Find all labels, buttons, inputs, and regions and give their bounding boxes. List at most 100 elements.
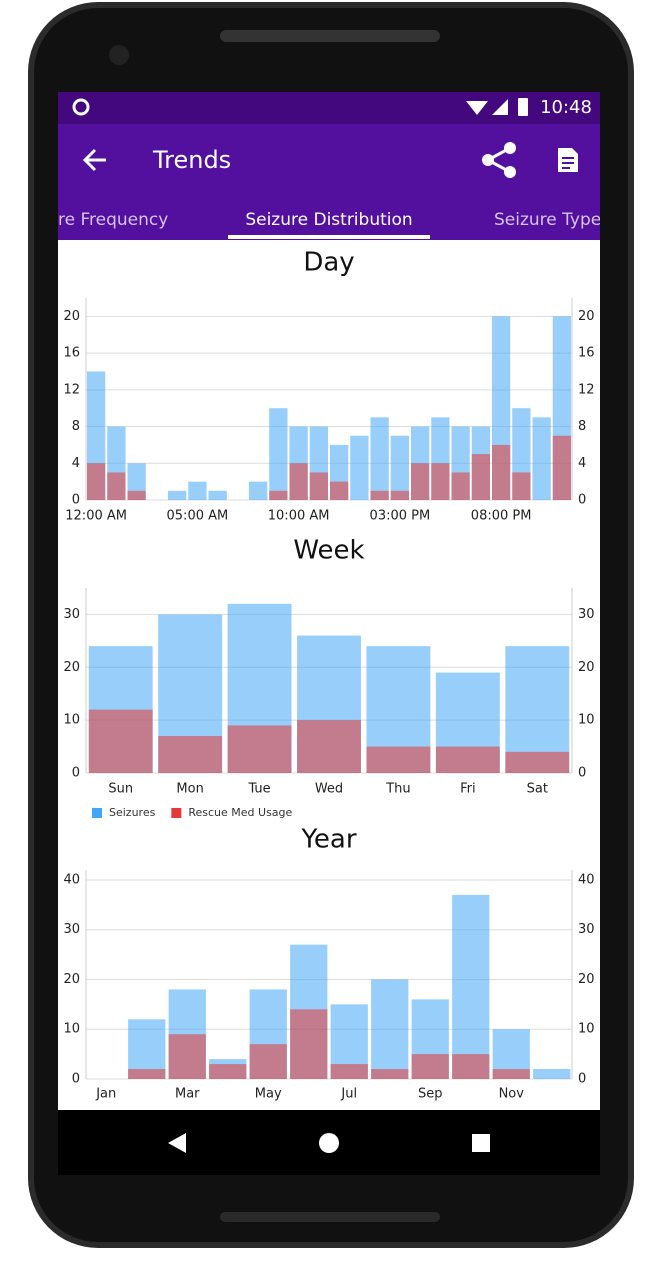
y2-tick-label: 16 <box>578 346 595 361</box>
y2-tick-label: 20 <box>578 972 595 987</box>
y-tick-label: 10 <box>63 1022 80 1037</box>
battery-icon <box>518 98 528 116</box>
nav-recents[interactable] <box>472 1134 490 1152</box>
x-tick-label: 05:00 AM <box>167 509 229 524</box>
share-button[interactable] <box>482 142 516 178</box>
bar <box>390 435 409 500</box>
y2-tick-label: 8 <box>578 419 586 434</box>
bar <box>330 481 349 500</box>
bar <box>435 746 500 773</box>
x-tick-label: Sun <box>108 782 133 797</box>
status-bar <box>58 92 600 124</box>
bar <box>249 1044 287 1079</box>
bar <box>269 408 288 500</box>
x-tick-label: 03:00 PM <box>370 509 431 524</box>
x-tick-label: Jan <box>95 1087 116 1102</box>
bar <box>471 454 490 500</box>
y2-tick-label: 20 <box>578 660 595 675</box>
chart-title: Year <box>300 825 356 855</box>
camera <box>109 45 129 65</box>
y2-tick-label: 30 <box>578 607 595 622</box>
y2-tick-label: 10 <box>578 1022 595 1037</box>
y-tick-label: 20 <box>63 309 80 324</box>
status-time: 10:48 <box>540 97 592 118</box>
bar <box>532 417 551 500</box>
bar <box>366 746 431 773</box>
nav-home[interactable] <box>319 1133 339 1153</box>
bar <box>289 463 308 500</box>
bar <box>269 490 288 500</box>
y-tick-label: 0 <box>72 493 80 508</box>
y-tick-label: 0 <box>72 766 80 781</box>
y-tick-label: 20 <box>63 972 80 987</box>
wifi-icon <box>466 101 488 115</box>
legend-label: Seizures <box>109 806 156 819</box>
x-tick-label: Sep <box>418 1087 443 1102</box>
report-button[interactable] <box>558 148 578 172</box>
tab-selected[interactable]: Seizure Distribution <box>245 210 412 230</box>
tab-indicator <box>228 235 430 239</box>
y-tick-label: 30 <box>63 607 80 622</box>
bar <box>297 720 361 773</box>
bar <box>227 725 292 773</box>
notification-icon <box>72 98 90 116</box>
charts: Day 0 0 4 4 8 8 12 12 16 16 20 20 12:00 AM 05:00 AM 10:… <box>63 248 594 1102</box>
back-button[interactable] <box>82 148 106 172</box>
y-tick-label: 40 <box>63 872 80 887</box>
x-tick-label: Sat <box>527 782 548 797</box>
y2-tick-label: 0 <box>578 766 586 781</box>
y2-tick-label: 40 <box>578 872 595 887</box>
legend-label: Rescue Med Usage <box>188 806 292 819</box>
bar <box>452 894 490 1079</box>
signal-icon <box>492 99 508 115</box>
x-tick-label: May <box>255 1087 282 1102</box>
bar <box>505 751 570 773</box>
legend-swatch <box>171 808 182 818</box>
bar <box>107 472 126 500</box>
x-tick-label: 12:00 AM <box>65 509 127 524</box>
y2-tick-label: 0 <box>578 493 586 508</box>
x-tick-label: Tue <box>247 782 270 797</box>
tab[interactable]: Seizure Types <box>494 210 610 230</box>
y-tick-label: 12 <box>63 382 80 397</box>
bar <box>309 472 328 500</box>
nav-back[interactable] <box>168 1133 186 1153</box>
x-tick-label: Thu <box>385 782 410 797</box>
chart-title: Day <box>303 248 354 278</box>
bar <box>188 481 207 500</box>
x-tick-label: Fri <box>460 782 476 797</box>
bar <box>127 490 146 500</box>
x-tick-label: Mon <box>176 782 203 797</box>
y-tick-label: 4 <box>72 456 80 471</box>
y-tick-label: 16 <box>63 346 80 361</box>
y2-tick-label: 4 <box>578 456 586 471</box>
y2-tick-label: 12 <box>578 382 595 397</box>
y2-tick-label: 30 <box>578 922 595 937</box>
screen <box>58 92 600 1175</box>
speaker <box>220 30 440 42</box>
x-tick-label: Nov <box>499 1087 525 1102</box>
tab[interactable]: re Frequency <box>58 210 168 230</box>
bar <box>371 979 409 1079</box>
y-tick-label: 20 <box>63 660 80 675</box>
bar <box>492 1069 530 1079</box>
y2-tick-label: 20 <box>578 309 595 324</box>
bar <box>87 463 106 500</box>
y-tick-label: 30 <box>63 922 80 937</box>
y2-tick-label: 0 <box>578 1072 586 1087</box>
bar <box>168 1034 206 1079</box>
speaker <box>220 1212 440 1222</box>
bar <box>208 490 227 500</box>
chart-title: Week <box>293 536 364 566</box>
bar <box>452 1054 490 1079</box>
bar <box>370 417 389 500</box>
bar <box>451 472 470 500</box>
app-title: Trends <box>152 146 231 174</box>
bar <box>492 444 511 500</box>
bar <box>290 1009 328 1079</box>
bar <box>370 490 389 500</box>
y-tick-label: 10 <box>63 713 80 728</box>
bar <box>128 1069 166 1079</box>
bar <box>330 1064 368 1079</box>
